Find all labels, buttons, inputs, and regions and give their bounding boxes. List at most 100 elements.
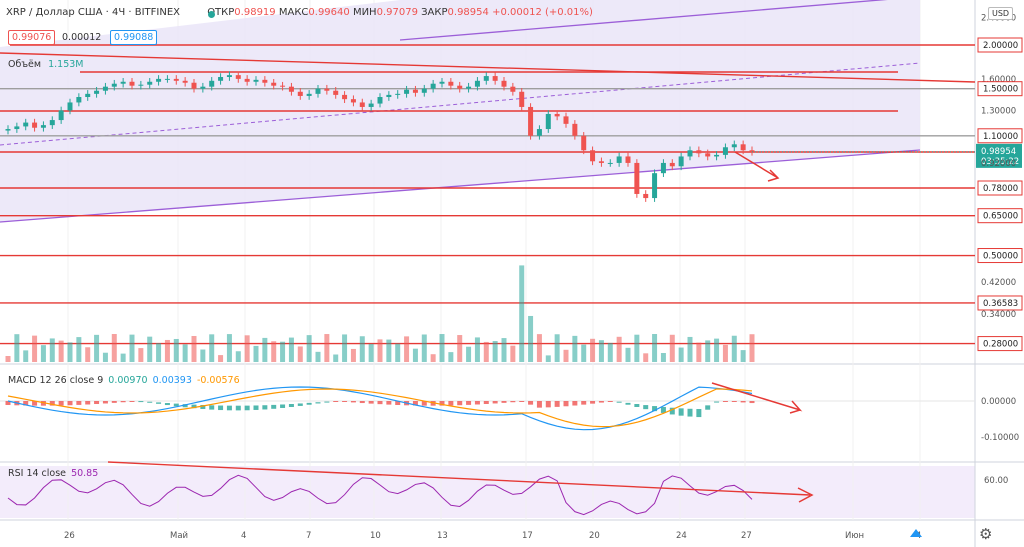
- volume-bar: [678, 347, 684, 362]
- macd-hist-bar: [138, 401, 144, 403]
- volume-bar: [218, 355, 224, 362]
- macd-hist-bar: [714, 401, 720, 403]
- volume-bar: [253, 345, 259, 362]
- volume-bar: [590, 338, 596, 362]
- volume-bar: [377, 339, 383, 362]
- candle-body: [49, 120, 55, 126]
- macd-hist-bar: [492, 401, 498, 404]
- macd-hist-bar: [359, 401, 365, 404]
- volume-bar: [652, 334, 658, 362]
- time-tick-label: 20: [589, 531, 600, 541]
- volume-bar: [350, 348, 356, 362]
- buy-button[interactable]: 0.99088: [110, 30, 158, 45]
- macd-hist-bar: [722, 401, 728, 402]
- candle-body: [191, 82, 197, 89]
- volume-bar: [23, 350, 29, 362]
- volume-bar: [572, 335, 578, 362]
- candle-body: [643, 193, 649, 199]
- go-to-date-icon[interactable]: [910, 529, 922, 537]
- macd-hist-bar: [643, 405, 649, 410]
- volume-bar: [386, 339, 392, 362]
- volume-bar: [235, 351, 241, 362]
- macd-hist-bar: [297, 403, 303, 406]
- candle-body: [421, 88, 427, 93]
- macd-hist-bar: [49, 401, 55, 406]
- macd-hist-bar: [386, 401, 392, 405]
- high-value: 0.99640: [308, 7, 350, 18]
- macd-hist-bar: [607, 401, 613, 402]
- spread-value: 0.00012: [62, 32, 102, 43]
- macd-hist-bar: [598, 401, 604, 403]
- candle-body: [581, 135, 587, 151]
- level-price-label: 0.50000: [983, 252, 1018, 262]
- market-status-dot-icon: [208, 11, 215, 18]
- volume-legend: Объём 1.153M: [8, 59, 84, 70]
- macd-signal-value: -0.00576: [196, 375, 240, 386]
- candle-body: [652, 173, 658, 199]
- volume-bar: [404, 336, 410, 362]
- time-tick-label: 26: [64, 531, 75, 541]
- volume-bar: [67, 342, 73, 362]
- volume-bar: [581, 344, 587, 362]
- candle-body: [32, 122, 38, 128]
- volume-bar: [563, 349, 569, 362]
- macd-hist-bar: [749, 401, 755, 404]
- macd-hist-bar: [669, 407, 675, 415]
- candle-body: [280, 85, 286, 87]
- candle-body: [306, 93, 312, 96]
- low-label: МИН: [352, 7, 377, 18]
- macd-hist-bar: [625, 402, 631, 405]
- candle-body: [147, 81, 153, 85]
- macd-hist-bar: [262, 405, 268, 410]
- time-tick-label: 7: [306, 531, 311, 541]
- volume-bar: [740, 350, 746, 362]
- macd-hist-bar: [545, 401, 551, 408]
- time-tick-label: 24: [676, 531, 687, 541]
- macd-hist-bar: [731, 401, 737, 402]
- macd-hist-bar: [218, 405, 224, 411]
- volume-bar: [660, 353, 666, 362]
- candle-body: [590, 150, 596, 162]
- macd-hist-bar: [474, 401, 480, 405]
- candle-body: [412, 89, 418, 93]
- macd-hist-bar: [554, 401, 560, 407]
- candle-body: [324, 88, 330, 91]
- macd-hist-bar: [678, 408, 684, 416]
- macd-hist-bar: [164, 403, 170, 406]
- channel-upper-line: [399, 0, 888, 41]
- volume-bar: [85, 347, 91, 362]
- volume-bar: [226, 334, 232, 362]
- price-down-arrow: [734, 151, 780, 182]
- open-value: 0.98919: [234, 7, 276, 18]
- macd-hist-bar: [23, 401, 29, 406]
- currency-button[interactable]: USD: [988, 7, 1014, 20]
- volume-bar: [466, 346, 472, 362]
- candle-body: [76, 97, 82, 103]
- settings-gear-icon[interactable]: ⚙: [979, 525, 993, 543]
- level-price-tag: [977, 128, 1023, 144]
- volume-bar: [209, 334, 215, 362]
- level-price-label: 0.78000: [983, 184, 1018, 194]
- close-value: 0.98954: [447, 7, 489, 18]
- candle-body: [457, 85, 463, 89]
- candle-body: [350, 99, 356, 103]
- candle-body: [430, 83, 436, 89]
- macd-hist-bar: [315, 402, 321, 404]
- candle-body: [85, 93, 91, 98]
- sell-button[interactable]: 0.99076: [8, 30, 56, 45]
- candle-body: [563, 116, 569, 124]
- open-label: ОТКР: [207, 7, 235, 18]
- price-tick-label: 0.92000: [981, 159, 1016, 169]
- macd-hist-bar: [271, 404, 277, 409]
- rsi-arrow: [797, 487, 814, 503]
- volume-bar: [173, 338, 179, 362]
- candle-body: [226, 75, 232, 78]
- candle-body: [740, 144, 746, 151]
- macd-hist-bar: [696, 409, 702, 418]
- macd-hist-bar: [457, 401, 463, 406]
- macd-hist-bar: [572, 401, 578, 406]
- macd-line-value: 0.00393: [152, 375, 192, 386]
- candle-body: [572, 123, 578, 136]
- candle-body: [678, 156, 684, 167]
